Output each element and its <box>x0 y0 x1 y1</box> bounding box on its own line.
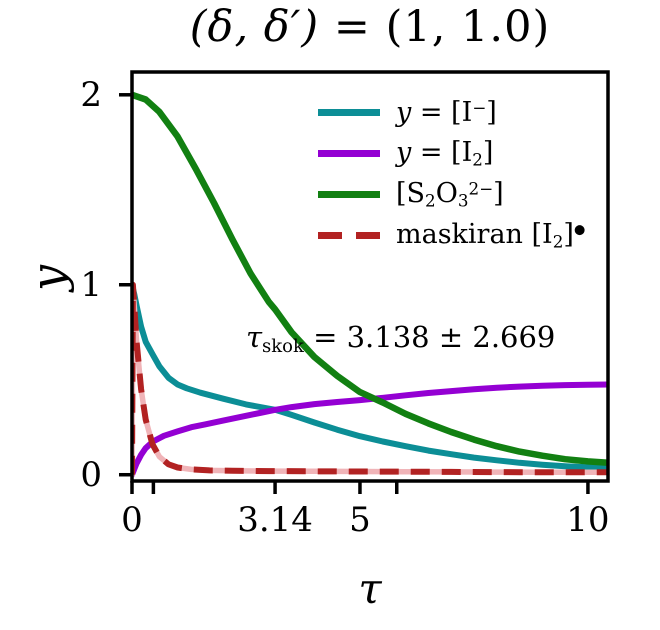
text-segment: skok <box>262 336 304 358</box>
legend-label: y = [I2] <box>396 137 493 170</box>
tau-skok-annotation: τskok = 3.138 ± 2.669 <box>246 320 555 357</box>
text-segment: y <box>396 97 412 128</box>
text-segment: 2 <box>425 190 436 211</box>
curves-group <box>131 91 609 478</box>
x-tick-label: 3.14 <box>237 500 313 540</box>
text-segment: (δ, δ′) <box>189 2 320 52</box>
text-segment: [S <box>396 178 426 210</box>
y-tick-label: 2 <box>80 74 102 115</box>
legend-item-thiosulfate: [S2O32−] <box>318 174 585 215</box>
text-segment: 2− <box>468 178 494 199</box>
text-segment: 2 <box>472 149 483 170</box>
text-segment: maskiran [I <box>396 219 553 251</box>
curve-maskiran-i2- <box>131 281 609 476</box>
text-segment: = 3.138 ± 2.669 <box>303 320 556 354</box>
y-tick-label: 0 <box>80 454 102 495</box>
x-tick-label: 0 <box>121 500 143 540</box>
legend-item-iodide: y = [I−] <box>318 92 585 133</box>
text-segment: − <box>472 97 487 118</box>
curve-underlay <box>131 282 609 478</box>
x-tick-label: 5 <box>349 500 371 540</box>
legend-swatch-solid <box>318 109 380 116</box>
text-segment: = [I <box>411 97 473 128</box>
legend-label: y = [I−] <box>396 97 497 128</box>
curve-y-i- <box>131 281 609 472</box>
legend-swatch-solid <box>318 150 380 157</box>
plot-title: (δ, δ′) = (1, 1.0) <box>80 2 660 52</box>
text-segment: ] <box>563 219 574 251</box>
legend-swatch-dashed <box>318 232 380 239</box>
text-segment: 3 <box>457 190 469 211</box>
legend-item-masked-iodine: maskiran [I2]● <box>318 215 585 256</box>
legend-label: [S2O32−] <box>396 178 504 211</box>
text-segment: y <box>396 137 412 169</box>
legend: y = [I−] y = [I2] [S2O32−] maskiran [I2]● <box>318 92 585 256</box>
curve--s2o3-2- <box>131 91 609 467</box>
legend-label: maskiran [I2]● <box>396 219 585 252</box>
x-axis-label: τ <box>358 564 382 613</box>
x-tick-label: 10 <box>566 500 610 540</box>
legend-swatch-solid <box>318 191 380 198</box>
text-segment: ] <box>493 178 504 210</box>
text-segment: ● <box>573 222 586 238</box>
legend-item-iodine: y = [I2] <box>318 133 585 174</box>
text-segment: τ <box>246 320 263 354</box>
text-segment: = [I <box>411 137 473 169</box>
text-segment: ] <box>486 97 497 128</box>
text-segment: O <box>435 178 458 210</box>
axes-spines <box>130 70 610 483</box>
text-segment: = (1, 1.0) <box>319 2 551 52</box>
y-tick-label: 1 <box>80 264 102 305</box>
text-segment: 2 <box>552 231 564 252</box>
text-segment: ] <box>482 137 494 169</box>
